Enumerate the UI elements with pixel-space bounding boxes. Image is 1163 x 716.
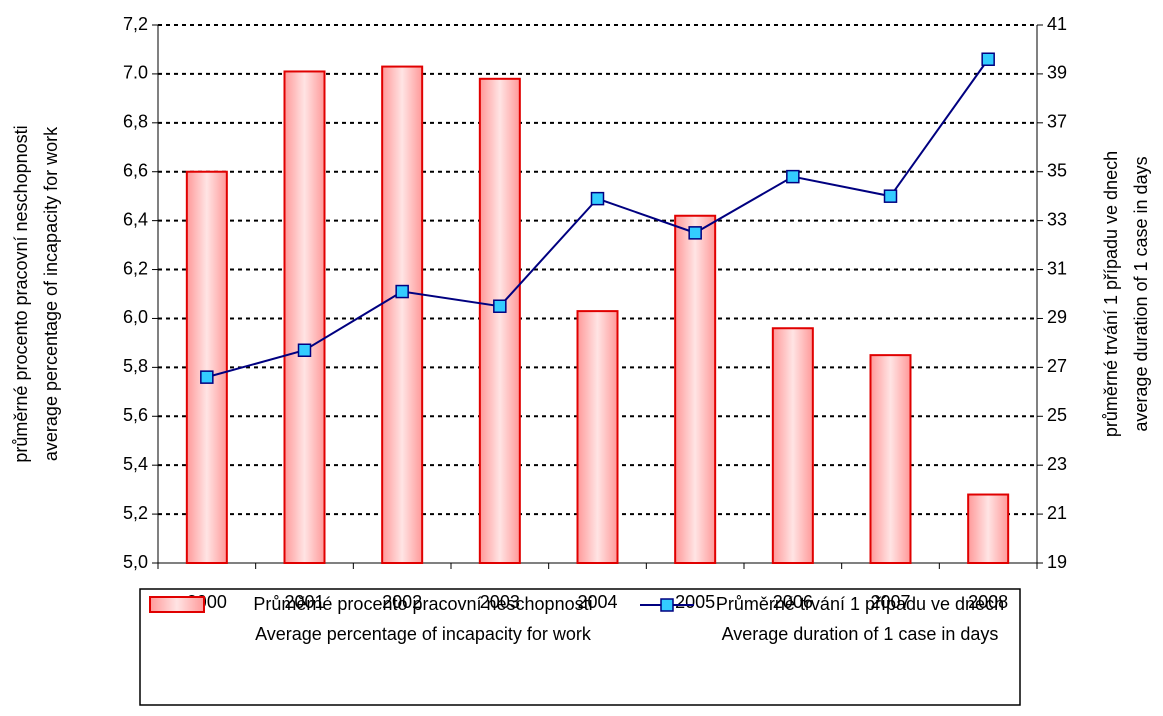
x-tick-label: 2008 (968, 592, 1008, 612)
bar (478, 77, 521, 565)
marker (688, 226, 702, 240)
y-tick-label: 6,8 (123, 112, 148, 132)
bar (381, 65, 424, 564)
marker (786, 169, 800, 184)
marker (493, 299, 507, 313)
y2-tick-label: 41 (1047, 14, 1067, 34)
y2-tick-label: 29 (1047, 307, 1067, 327)
x-tick-label: 2003 (480, 592, 520, 612)
legend-swatch (149, 596, 205, 613)
y-tick-label: 7.0 (123, 63, 148, 83)
y2-tick-label: 31 (1047, 258, 1067, 278)
y-axis-label: average percentage of incapacity for wor… (41, 126, 61, 461)
y-tick-label: 6,2 (123, 258, 148, 278)
marker (200, 370, 214, 384)
bar (674, 214, 717, 564)
bar (967, 493, 1010, 565)
bar (771, 327, 814, 564)
x-tick-label: 2007 (870, 592, 910, 612)
y-tick-label: 5,6 (123, 405, 148, 425)
legend-label: Average percentage of incapacity for wor… (255, 624, 592, 644)
y-tick-label: 5,0 (123, 552, 148, 572)
x-tick-label: 2005 (675, 592, 715, 612)
marker (395, 284, 409, 299)
y-tick-label: 5,2 (123, 503, 148, 523)
x-tick-label: 2004 (577, 592, 617, 612)
y2-tick-label: 19 (1047, 552, 1067, 572)
y-tick-label: 6,0 (123, 307, 148, 327)
bar (185, 170, 228, 565)
x-tick-label: 2001 (284, 592, 324, 612)
y2-tick-label: 27 (1047, 356, 1067, 376)
bar (576, 310, 619, 565)
legend-label: Průměrné procento pracovní neschopnosti (253, 594, 592, 614)
y2-axis-label: průměrné trvání 1 případu ve dnech (1101, 151, 1121, 437)
y-tick-label: 7,2 (123, 14, 148, 34)
y-tick-label: 6,6 (123, 160, 148, 180)
marker (981, 52, 995, 66)
legend-label: Average duration of 1 case in days (722, 624, 999, 644)
bar (283, 70, 326, 565)
legend-label: Průměrné trvání 1 případu ve dnech (716, 594, 1004, 614)
marker (297, 343, 312, 357)
legend-marker (660, 598, 674, 612)
y2-tick-label: 39 (1047, 63, 1067, 83)
marker (590, 191, 605, 206)
y-tick-label: 5,8 (123, 356, 148, 376)
y-tick-label: 6,4 (123, 209, 148, 229)
y2-tick-label: 25 (1047, 405, 1067, 425)
y2-tick-label: 23 (1047, 454, 1067, 474)
y-axis-label: průměrné procento pracovní neschopnosti (11, 125, 31, 462)
y2-tick-label: 33 (1047, 209, 1067, 229)
marker (883, 189, 898, 203)
y2-axis-label: average duration of 1 case in days (1131, 156, 1151, 431)
legend-box (139, 588, 1021, 706)
y2-tick-label: 35 (1047, 160, 1067, 180)
x-tick-label: 2002 (382, 592, 422, 612)
y2-tick-label: 37 (1047, 112, 1067, 132)
x-tick-label: 2006 (773, 592, 813, 612)
y2-tick-label: 21 (1047, 503, 1067, 523)
bar (869, 354, 912, 564)
y-tick-label: 5,4 (123, 454, 148, 474)
